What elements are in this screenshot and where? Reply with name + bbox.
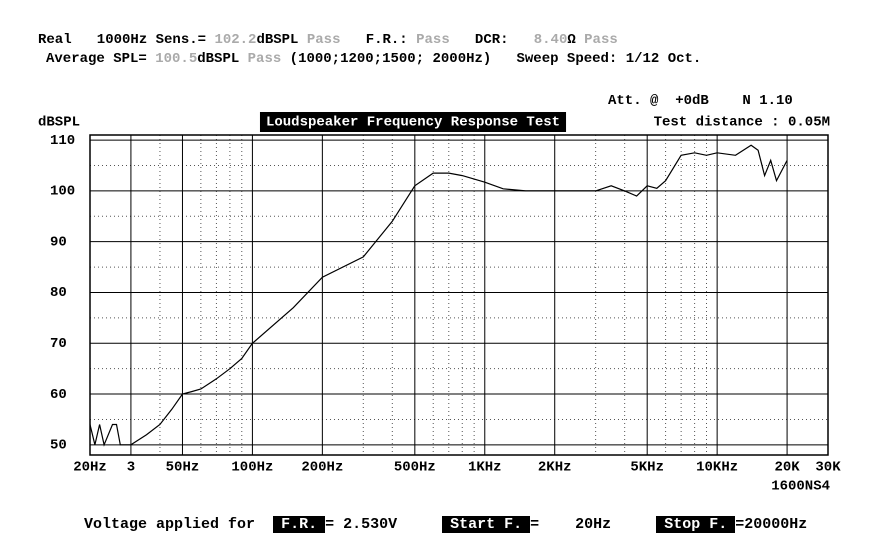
header-segment: 8.40 bbox=[533, 32, 568, 48]
header-segment: 102.2 bbox=[214, 32, 257, 48]
x-tick-label: 100Hz bbox=[231, 460, 273, 476]
fr-key: F.R. bbox=[273, 516, 326, 533]
y-tick-label: 70 bbox=[50, 336, 67, 352]
x-tick-label: 30K bbox=[815, 460, 841, 476]
x-tick-label: 10KHz bbox=[696, 460, 738, 476]
y-tick-label: 90 bbox=[50, 234, 67, 250]
header-segment: 100.5 bbox=[155, 51, 198, 67]
stop-value: =20000Hz bbox=[735, 516, 808, 533]
response-curve bbox=[89, 144, 788, 447]
header-segment: Pass bbox=[306, 32, 341, 48]
header-line: Real 1000Hz Sens.= 102.2dBSPL Pass F.R.:… bbox=[38, 32, 618, 48]
header-segment: Real 1000Hz Sens.= bbox=[38, 32, 215, 48]
header-segment: Pass bbox=[584, 32, 618, 48]
plot-frame bbox=[89, 134, 829, 456]
y-axis-label: dBSPL bbox=[38, 115, 80, 131]
x-tick-label: 5KHz bbox=[630, 460, 664, 476]
header-segment: Average SPL= bbox=[46, 51, 156, 67]
x-tick-label: 200Hz bbox=[301, 460, 343, 476]
model: 1600NS4 bbox=[771, 479, 830, 495]
x-tick-label: 500Hz bbox=[394, 460, 436, 476]
header-segment: Ω bbox=[567, 32, 585, 48]
attenuation: Att. @ +0dB N 1.10 bbox=[608, 93, 793, 109]
title-box bbox=[259, 112, 567, 132]
fr-value: = 2.530V bbox=[325, 516, 398, 533]
start-key: Start F. bbox=[442, 516, 531, 533]
x-tick-label: 3 bbox=[127, 460, 135, 476]
x-tick-label: 50Hz bbox=[166, 460, 200, 476]
header-segment: (1000;1200;1500; 2000Hz) Sweep Speed: 1/… bbox=[281, 51, 702, 67]
header-segment: dBSPL bbox=[256, 32, 307, 48]
y-tick-label: 60 bbox=[50, 387, 67, 403]
header-segment: Pass bbox=[416, 32, 450, 48]
y-tick-label: 80 bbox=[50, 285, 67, 301]
header-segment: F.R.: bbox=[340, 32, 417, 48]
stop-key: Stop F. bbox=[656, 516, 736, 533]
y-tick-label: 110 bbox=[50, 133, 75, 149]
y-tick-label: 50 bbox=[50, 438, 67, 454]
header-segment: Pass bbox=[247, 51, 282, 67]
footer: Voltage applied for F.R. = 2.530V Start F… bbox=[48, 499, 807, 550]
header-segment: DCR: bbox=[449, 32, 534, 48]
test-distance: Test distance : 0.05M bbox=[654, 115, 830, 131]
y-tick-label: 100 bbox=[50, 184, 75, 200]
x-tick-label: 1KHz bbox=[468, 460, 502, 476]
voltage-label: Voltage applied for bbox=[84, 516, 256, 533]
x-tick-label: 20Hz bbox=[73, 460, 107, 476]
header-line: Average SPL= 100.5dBSPL Pass (1000;1200;… bbox=[46, 51, 701, 67]
start-eq: = bbox=[530, 516, 540, 533]
chart-title: Loudspeaker Frequency Response Test bbox=[266, 115, 560, 131]
header-segment: dBSPL bbox=[197, 51, 248, 67]
x-tick-label: 20K bbox=[774, 460, 800, 476]
x-tick-label: 2KHz bbox=[538, 460, 572, 476]
start-value: 20Hz bbox=[575, 516, 612, 533]
